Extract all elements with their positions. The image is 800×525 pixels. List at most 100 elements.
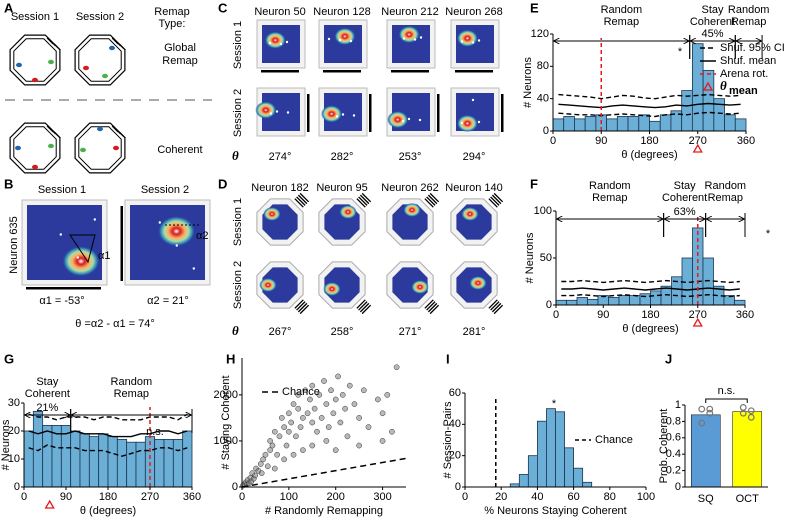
neuron-label: Neuron 635: [8, 216, 20, 274]
y-tick-label: 20: [8, 425, 20, 437]
speck: [268, 41, 272, 45]
arena-inner: [13, 38, 57, 82]
bar: [724, 114, 736, 132]
point: [739, 404, 747, 411]
point: [379, 438, 386, 444]
neuron-label: Neuron 262: [381, 182, 439, 194]
firing-field: [403, 203, 421, 217]
firing-field: [62, 245, 100, 277]
point: [278, 415, 285, 421]
cue-card: [493, 304, 504, 315]
y-tick-label: 0: [546, 299, 552, 311]
y-tick-label: 80: [537, 60, 549, 72]
x-tick-label: 80: [604, 491, 616, 503]
firing-field: [157, 215, 196, 247]
bar: [555, 411, 565, 488]
bar: [691, 43, 704, 132]
neuron-label: Neuron 50: [254, 6, 305, 18]
cue-card: [361, 304, 372, 315]
region-label: Remap: [604, 16, 639, 28]
speck: [419, 36, 423, 39]
x-tick-label: 300: [373, 491, 391, 503]
x-tick-label: 0: [239, 491, 245, 503]
region-label: Remap: [731, 16, 766, 28]
firing-field: [456, 114, 478, 133]
x-tick-label: 200: [327, 491, 345, 503]
point: [262, 451, 269, 458]
point: [379, 410, 386, 417]
neuron-label: Neuron 140: [445, 182, 503, 194]
angle-value: α1 = -53°: [39, 295, 84, 307]
x-tick-label: 180: [99, 491, 117, 503]
bar: [618, 295, 630, 306]
point: [257, 461, 264, 467]
theta-value: 267°: [269, 326, 292, 338]
shuffle-line: [558, 93, 741, 100]
cue-card: [119, 43, 126, 51]
arena-inner: [78, 126, 122, 170]
point: [304, 410, 311, 417]
cue-card: [297, 302, 308, 313]
firing-field: [411, 280, 429, 294]
point: [698, 405, 706, 413]
bar: [60, 424, 72, 488]
bar: [172, 438, 184, 488]
legend-label-sub: mean: [729, 85, 758, 97]
region-label: Remap: [708, 192, 743, 204]
point: [318, 415, 325, 421]
cue-card: [424, 198, 434, 208]
x-tick-label: 40: [531, 491, 543, 503]
region-percent: 45%: [701, 28, 723, 40]
point: [332, 396, 339, 403]
bar: [576, 297, 588, 306]
y-axis-label: # Neurons: [524, 232, 536, 283]
shuffle-line: [558, 102, 741, 109]
bar: [587, 298, 599, 306]
place-field: [48, 143, 54, 149]
cue-card: [488, 299, 498, 309]
session-label: Session 1: [232, 21, 244, 69]
point: [267, 447, 273, 453]
firing-field: [264, 31, 286, 49]
firing-field: [469, 276, 487, 290]
bar: [659, 114, 672, 132]
cue-card: [491, 194, 502, 205]
point: [356, 442, 362, 449]
x-tick-label: 0: [462, 491, 468, 503]
mean-marker: [692, 317, 703, 327]
speck: [192, 267, 195, 270]
firing-field: [263, 207, 281, 221]
cue-card: [323, 70, 361, 73]
bar: [566, 299, 578, 306]
point: [309, 382, 316, 389]
point: [323, 438, 330, 444]
bar: [107, 436, 118, 488]
place-field: [32, 77, 38, 83]
bar: [649, 120, 661, 132]
region-label: Stay: [701, 4, 724, 16]
panel-letter: A: [4, 0, 14, 15]
region-percent: 63%: [674, 206, 696, 218]
y-tick-label: 0: [14, 481, 20, 493]
y-tick-label: 0: [675, 481, 681, 493]
point: [274, 451, 280, 458]
y-tick-label: 60: [449, 387, 461, 399]
place-field: [113, 145, 119, 151]
point: [281, 456, 288, 463]
speck: [269, 112, 273, 115]
y-tick-label: 0: [543, 125, 549, 137]
y-tick-label: 0.4: [666, 448, 681, 460]
y-tick-label: 1: [675, 399, 681, 411]
point: [321, 378, 327, 384]
legend-label: Chance: [595, 434, 633, 446]
theta-value: 274°: [269, 151, 292, 163]
speck: [338, 38, 342, 42]
speck: [76, 256, 80, 259]
point: [344, 433, 351, 440]
speck: [327, 37, 331, 41]
remap-type: Coherent: [157, 144, 202, 156]
point: [300, 447, 306, 453]
point: [342, 405, 348, 412]
speck: [335, 115, 339, 118]
point: [307, 396, 313, 403]
